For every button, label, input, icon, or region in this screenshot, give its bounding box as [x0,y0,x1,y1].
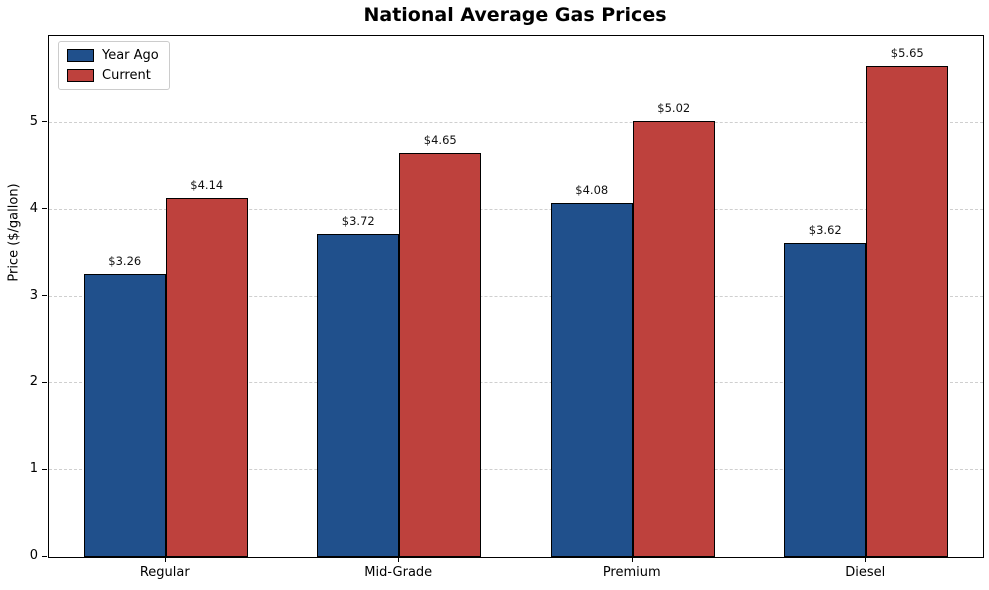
y-tick-mark-5 [42,121,47,123]
chart-title: National Average Gas Prices [363,4,667,26]
legend-label-year-ago: Year Ago [102,48,159,63]
x-tick-label-diesel: Diesel [845,565,886,580]
legend-swatch-current [67,69,94,82]
x-tick-mark-premium [631,557,633,562]
plot-area: Year Ago Current $3.26 $4.14 $3.72 $4.65 $4.0… [48,35,984,558]
bar-current-diesel [866,66,949,557]
x-tick-label-mid-grade: Mid-Grade [364,565,433,580]
y-tick-mark-3 [42,295,47,296]
bar-year-ago-diesel [784,242,867,557]
y-tick-mark-4 [42,208,47,210]
x-tick-label-premium: Premium [602,565,661,580]
gridline-y-3 [49,295,983,297]
x-tick-mark-diesel [865,557,867,562]
y-tick-mark-2 [42,381,47,383]
bar-value-label-year-ago-diesel: $3.62 [808,222,842,237]
gridline-y-4 [49,208,983,210]
x-tick-mark-mid-grade [398,557,400,562]
legend-row-current: Current [67,68,159,83]
legend-swatch-year-ago [67,49,94,62]
bar-value-label-year-ago-mid-grade: $3.72 [341,213,375,228]
gridline-y-1 [49,469,983,471]
y-tick-mark-0 [42,555,47,557]
legend-label-current: Current [102,68,151,83]
y-tick-label-2: 2 [29,374,38,390]
y-tick-label-5: 5 [29,113,38,129]
x-tick-label-regular: Regular [139,565,190,580]
legend-row-year-ago: Year Ago [67,48,159,63]
bar-current-regular [165,197,248,557]
bar-value-label-year-ago-premium: $4.08 [575,182,609,197]
y-tick-label-3: 3 [29,287,38,303]
y-tick-label-1: 1 [29,461,38,477]
bar-value-label-current-regular: $4.14 [190,177,224,192]
bar-value-label-year-ago-regular: $3.26 [108,253,142,268]
bar-year-ago-mid-grade [317,233,400,557]
bar-value-label-current-diesel: $5.65 [890,46,924,61]
bar-value-label-current-premium: $5.02 [657,101,691,116]
y-tick-mark-1 [42,468,47,470]
legend: Year Ago Current [58,41,170,90]
y-tick-label-4: 4 [29,200,38,216]
bar-current-mid-grade [399,153,482,557]
y-tick-label-0: 0 [29,548,38,563]
bar-year-ago-premium [550,202,633,557]
x-tick-mark-regular [164,557,166,562]
bar-value-label-current-mid-grade: $4.65 [423,133,457,148]
gridline-y-2 [49,382,983,384]
gridline-y-5 [49,121,983,123]
y-axis-title: Price ($/gallon) [6,183,22,282]
bar-year-ago-regular [83,273,166,557]
bar-current-premium [632,121,715,557]
